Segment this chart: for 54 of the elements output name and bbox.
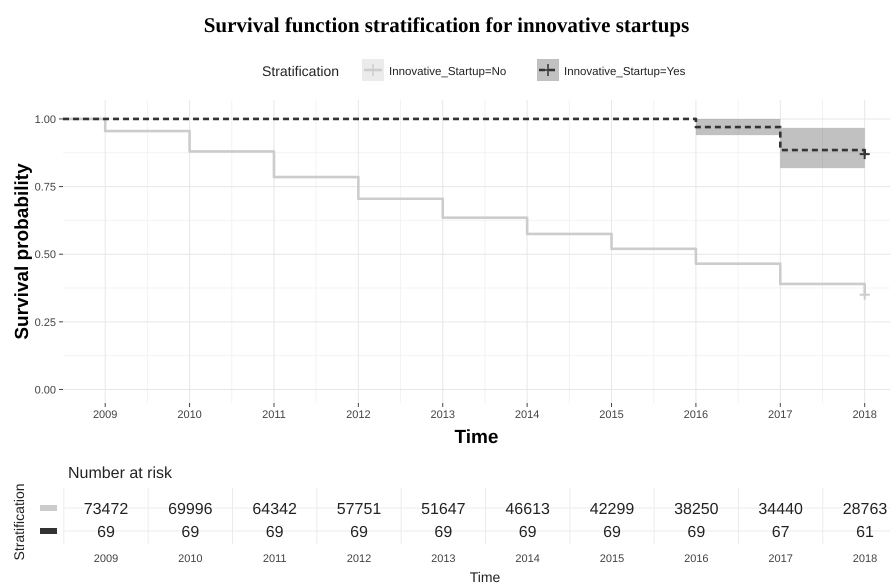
data-label: 51647 (421, 501, 466, 518)
data-label: 28763 (842, 501, 888, 518)
y-axis-title: Survival probability (12, 162, 33, 340)
x-tick-label: 2014 (515, 553, 540, 565)
x-tick-label: 2011 (262, 553, 286, 565)
data-label: 69 (181, 524, 200, 541)
y-tick-label: 0.75 (34, 182, 56, 194)
data-label: 73472 (84, 501, 128, 518)
x-tick-label: 2016 (684, 409, 708, 421)
data-label: 69 (350, 524, 368, 541)
x-tick-label: 2013 (431, 553, 456, 565)
data-label: 69 (518, 524, 537, 541)
x-tick-label: 2018 (852, 409, 877, 421)
x-tick-label: 2014 (514, 409, 540, 421)
data-label: 64342 (252, 501, 298, 518)
y-tick-label: 0.00 (34, 384, 56, 396)
data-label: 42299 (590, 501, 634, 518)
legend-label: Innovative_Startup=No (389, 66, 506, 78)
data-label: 69 (603, 524, 621, 541)
chart-title: Survival function stratification for innovative startups (204, 13, 690, 37)
y-axis-title: Stratification (11, 483, 27, 561)
data-label: 69 (97, 524, 115, 541)
data-label: 61 (856, 524, 874, 541)
x-axis-title: Time (454, 427, 499, 448)
x-tick-label: 2013 (430, 409, 455, 421)
data-label: 69 (266, 524, 284, 541)
data-label: 46613 (505, 501, 550, 518)
y-tick-label: 0.50 (34, 249, 56, 262)
data-label: 69 (687, 524, 706, 541)
legend-title: Stratification (262, 63, 340, 79)
x-tick-label: 2018 (852, 553, 878, 565)
data-label: 57751 (336, 501, 382, 518)
data-label: 34440 (758, 501, 804, 518)
x-tick-label: 2015 (599, 409, 624, 421)
x-tick-label: 2010 (178, 553, 203, 565)
data-label: 67 (772, 524, 790, 541)
data-label: 38250 (674, 501, 719, 518)
data-label: 69 (434, 524, 452, 541)
chart-title: Number at risk (68, 465, 174, 482)
x-tick-label: 2009 (94, 553, 118, 565)
x-tick-label: 2017 (768, 553, 793, 565)
data-label: 69996 (168, 501, 213, 518)
x-tick-label: 2016 (684, 553, 709, 565)
x-tick-label: 2015 (600, 553, 624, 565)
x-tick-label: 2017 (768, 409, 793, 421)
legend-label: Innovative_Startup=Yes (564, 66, 686, 78)
y-tick-label: 0.25 (34, 316, 56, 329)
x-tick-label: 2012 (346, 553, 372, 565)
x-tick-label: 2012 (346, 409, 371, 421)
x-tick-label: 2009 (92, 409, 118, 421)
x-tick-label: 2011 (262, 409, 286, 421)
x-axis-title: Time (470, 569, 501, 585)
y-tick-label: 1.00 (34, 114, 56, 126)
x-tick-label: 2010 (177, 409, 202, 421)
